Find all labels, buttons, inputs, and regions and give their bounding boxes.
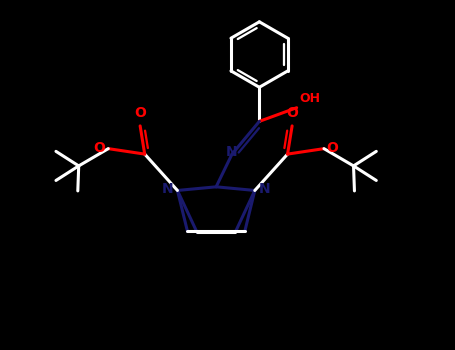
- Text: O: O: [94, 141, 106, 155]
- Text: O: O: [327, 141, 339, 155]
- Text: OH: OH: [299, 92, 320, 105]
- Text: O: O: [134, 106, 146, 120]
- Text: N: N: [225, 145, 237, 159]
- Text: N: N: [258, 182, 270, 196]
- Text: N: N: [162, 182, 174, 196]
- Text: O: O: [286, 106, 298, 120]
